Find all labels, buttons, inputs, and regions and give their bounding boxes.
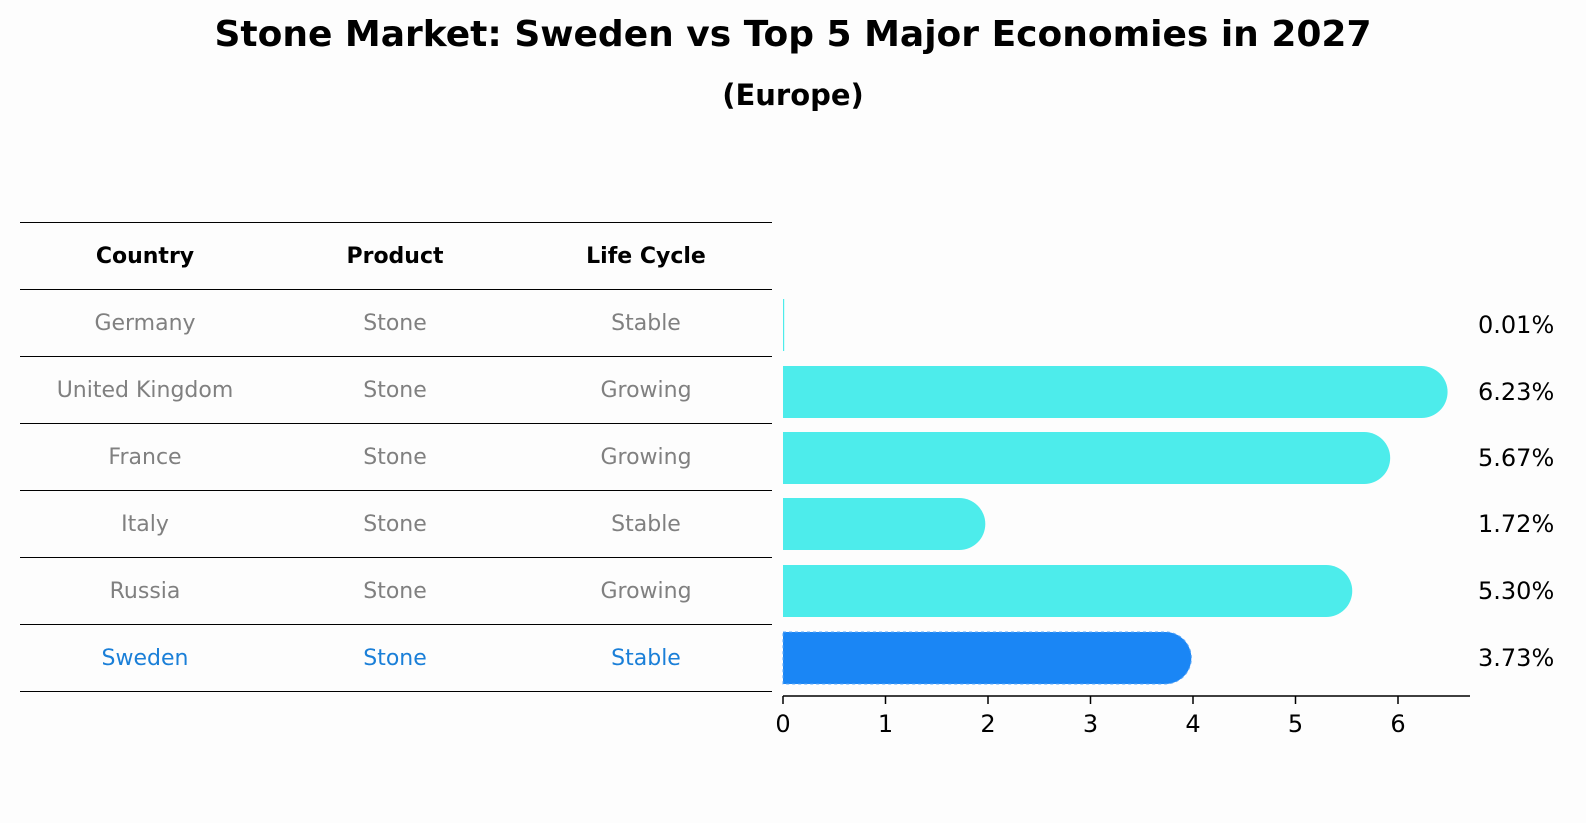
product-cell: Stone: [363, 578, 427, 604]
header-product: Product: [346, 243, 444, 269]
table-row-highlight: Sweden Stone Stable: [20, 624, 772, 692]
bar: [782, 631, 1192, 685]
x-tick-label: 4: [1185, 710, 1200, 738]
chart-title: Stone Market: Sweden vs Top 5 Major Econ…: [214, 14, 1372, 55]
country-cell: United Kingdom: [56, 377, 234, 403]
product-cell: Stone: [363, 511, 427, 537]
table-row: Germany Stone Stable: [20, 289, 772, 356]
country-cell: Italy: [121, 511, 169, 537]
table-row: Russia Stone Growing: [20, 557, 772, 624]
life-cycle-cell: Stable: [611, 645, 681, 671]
value-label: 5.67%: [1478, 444, 1554, 472]
header-country: Country: [95, 243, 195, 269]
bar: [783, 498, 986, 550]
life-cycle-cell: Growing: [600, 444, 692, 470]
x-tick-label: 2: [980, 710, 995, 738]
country-cell: Germany: [94, 310, 196, 336]
product-cell: Stone: [363, 444, 427, 470]
x-tick-label: 5: [1288, 710, 1303, 738]
x-tick-label: 0: [775, 710, 790, 738]
country-cell: Sweden: [101, 645, 189, 671]
x-tick-label: 3: [1083, 710, 1098, 738]
x-tick-label: 6: [1390, 710, 1405, 738]
value-label: 0.01%: [1478, 311, 1554, 339]
table-row: Italy Stone Stable: [20, 490, 772, 557]
country-cell: Russia: [109, 578, 181, 604]
header-life-cycle: Life Cycle: [586, 243, 706, 269]
data-table: Country Product Life Cycle Germany Stone…: [20, 222, 772, 692]
x-tick-label: 1: [878, 710, 893, 738]
life-cycle-cell: Stable: [611, 511, 681, 537]
value-label: 1.72%: [1478, 510, 1554, 538]
table-header-row: Country Product Life Cycle: [20, 222, 772, 289]
life-cycle-cell: Growing: [600, 578, 692, 604]
product-cell: Stone: [363, 310, 427, 336]
life-cycle-cell: Growing: [600, 377, 692, 403]
value-label: 3.73%: [1478, 644, 1554, 672]
product-cell: Stone: [363, 377, 427, 403]
life-cycle-cell: Stable: [611, 310, 681, 336]
chart-subtitle: (Europe): [722, 78, 864, 112]
bar: [783, 366, 1448, 418]
value-label: 6.23%: [1478, 378, 1554, 406]
table-row: France Stone Growing: [20, 423, 772, 490]
bar: [783, 565, 1353, 617]
bar: [783, 299, 785, 351]
table-row: United Kingdom Stone Growing: [20, 356, 772, 423]
bar: [783, 432, 1391, 484]
country-cell: France: [108, 444, 182, 470]
product-cell: Stone: [363, 645, 427, 671]
value-label: 5.30%: [1478, 577, 1554, 605]
